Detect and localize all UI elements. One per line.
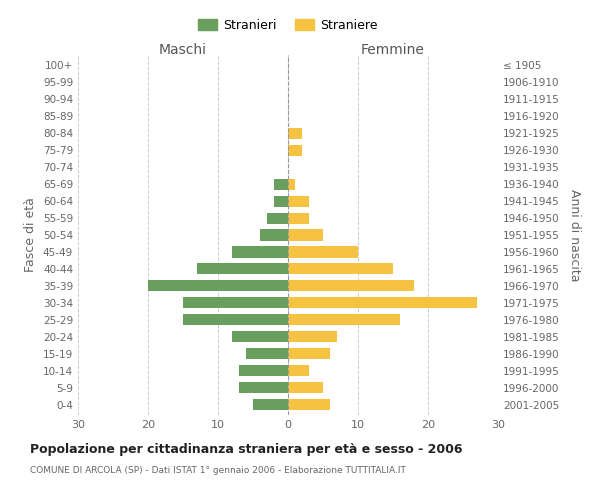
Bar	[288, 332, 337, 342]
Bar	[197, 264, 288, 274]
Bar	[232, 332, 288, 342]
Legend: Stranieri, Straniere: Stranieri, Straniere	[193, 14, 383, 37]
Bar	[288, 314, 400, 326]
Bar	[288, 178, 295, 190]
Bar	[232, 246, 288, 258]
Bar	[288, 366, 309, 376]
Bar	[288, 400, 330, 410]
Bar	[288, 348, 330, 360]
Bar	[288, 128, 302, 138]
Bar	[288, 298, 477, 308]
Y-axis label: Fasce di età: Fasce di età	[25, 198, 37, 272]
Bar	[274, 178, 288, 190]
Bar	[267, 212, 288, 224]
Bar	[239, 366, 288, 376]
Text: Maschi: Maschi	[159, 42, 207, 56]
Bar	[288, 246, 358, 258]
Text: Femmine: Femmine	[361, 42, 425, 56]
Bar	[183, 298, 288, 308]
Text: COMUNE DI ARCOLA (SP) - Dati ISTAT 1° gennaio 2006 - Elaborazione TUTTITALIA.IT: COMUNE DI ARCOLA (SP) - Dati ISTAT 1° ge…	[30, 466, 406, 475]
Bar	[288, 280, 414, 291]
Bar	[246, 348, 288, 360]
Bar	[260, 230, 288, 240]
Bar	[239, 382, 288, 394]
Bar	[274, 196, 288, 206]
Bar	[183, 314, 288, 326]
Text: Popolazione per cittadinanza straniera per età e sesso - 2006: Popolazione per cittadinanza straniera p…	[30, 442, 463, 456]
Bar	[288, 196, 309, 206]
Y-axis label: Anni di nascita: Anni di nascita	[568, 188, 581, 281]
Bar	[288, 144, 302, 156]
Bar	[148, 280, 288, 291]
Bar	[288, 382, 323, 394]
Bar	[288, 212, 309, 224]
Bar	[253, 400, 288, 410]
Bar	[288, 264, 393, 274]
Bar	[288, 230, 323, 240]
